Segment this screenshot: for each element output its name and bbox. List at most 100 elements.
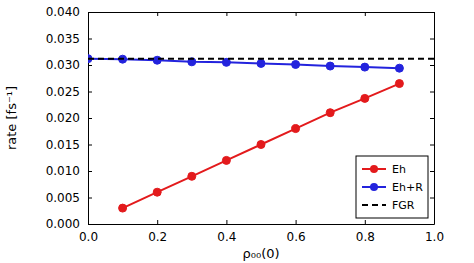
- x-tick-mark: [296, 220, 297, 224]
- x-tick-label: 0.6: [287, 230, 306, 244]
- y-tick: [430, 39, 434, 40]
- y-tick: 0.020: [46, 111, 92, 125]
- y-tick-label: 0.005: [46, 191, 80, 205]
- y-tick: 0.040: [46, 5, 92, 19]
- series-point: [222, 156, 230, 164]
- y-tick: [430, 12, 434, 13]
- x-tick: [88, 12, 89, 16]
- x-tick-label: 0.2: [148, 230, 167, 244]
- y-tick-label: 0.015: [46, 138, 80, 152]
- legend-label: Eh+R: [392, 181, 423, 194]
- x-tick-label: 0.4: [217, 230, 236, 244]
- series-point: [119, 204, 127, 212]
- x-tick-label: 0.8: [356, 230, 375, 244]
- series-point: [257, 59, 265, 67]
- x-tick: 0.6: [287, 220, 306, 244]
- x-axis-top: [89, 12, 435, 16]
- frame-top: [89, 12, 435, 13]
- frame-right: [434, 13, 435, 225]
- y-tick: 0.000: [46, 217, 92, 231]
- x-tick-mark: [226, 12, 227, 16]
- x-tick-mark: [365, 12, 366, 16]
- y-tick: [430, 171, 434, 172]
- x-tick: [157, 12, 158, 16]
- legend-entry: FGR: [362, 199, 415, 212]
- series-line: [88, 58, 434, 60]
- y-tick-label: 0.030: [46, 58, 80, 72]
- y-tick-mark: [430, 145, 434, 146]
- y-tick: 0.005: [46, 191, 92, 205]
- chart: 0.00.20.40.60.81.00.0000.0050.0100.0150.…: [0, 0, 474, 263]
- legend-marker: [370, 183, 378, 191]
- y-tick: 0.025: [46, 85, 92, 99]
- y-tick-mark: [88, 65, 92, 66]
- legend-label: FGR: [392, 199, 415, 212]
- y-axis-right: [430, 13, 435, 225]
- y-axis-title: rate [fs⁻¹]: [4, 86, 19, 150]
- legend-label: Eh: [392, 163, 406, 176]
- y-tick-mark: [430, 92, 434, 93]
- series-point: [153, 56, 161, 64]
- y-tick-label: 0.040: [46, 5, 80, 19]
- x-tick-mark: [296, 12, 297, 16]
- legend-entry: Eh+R: [362, 181, 423, 194]
- x-tick: [226, 12, 227, 16]
- series-point: [292, 60, 300, 68]
- y-tick-mark: [430, 171, 434, 172]
- x-tick-mark: [226, 220, 227, 224]
- y-tick: [430, 65, 434, 66]
- x-axis-line: [89, 224, 435, 225]
- y-tick-mark: [430, 224, 434, 225]
- series-point: [395, 80, 403, 88]
- y-tick-mark: [430, 65, 434, 66]
- y-tick-label: 0.025: [46, 85, 80, 99]
- y-tick-mark: [430, 118, 434, 119]
- y-tick-mark: [88, 92, 92, 93]
- series-point: [153, 188, 161, 196]
- series-point: [361, 63, 369, 71]
- series-point: [257, 141, 265, 149]
- y-tick: 0.010: [46, 164, 92, 178]
- legend-marker: [370, 165, 378, 173]
- x-tick: 0.2: [148, 220, 167, 244]
- x-axis-title: ρ₀₀(0): [242, 246, 279, 261]
- y-tick-label: 0.010: [46, 164, 80, 178]
- x-axis: 0.00.20.40.60.81.0: [79, 220, 444, 244]
- legend: Eh Eh+R FGR: [356, 156, 428, 218]
- y-tick-mark: [430, 198, 434, 199]
- series-point: [188, 172, 196, 180]
- y-tick: [430, 224, 434, 225]
- y-tick-label: 0.035: [46, 32, 80, 46]
- x-tick-mark: [157, 220, 158, 224]
- y-tick-mark: [88, 224, 92, 225]
- x-tick: 0.8: [356, 220, 375, 244]
- series-point: [326, 109, 334, 117]
- plot: 0.00.20.40.60.81.00.0000.0050.0100.0150.…: [46, 5, 444, 243]
- y-tick-label: 0.000: [46, 217, 80, 231]
- y-tick-label: 0.020: [46, 111, 80, 125]
- x-tick-mark: [88, 12, 89, 16]
- y-tick-mark: [430, 39, 434, 40]
- y-tick: 0.030: [46, 58, 92, 72]
- y-tick: 0.035: [46, 32, 92, 46]
- y-tick-mark: [88, 118, 92, 119]
- y-axis: 0.000 0.005 0.010 0.015 0.020 0.025 0.030 0.035…: [46, 5, 92, 231]
- y-tick-mark: [88, 198, 92, 199]
- x-tick: [296, 12, 297, 16]
- series-point: [361, 94, 369, 102]
- x-tick-mark: [157, 12, 158, 16]
- y-tick-mark: [88, 171, 92, 172]
- legend-swatch: [362, 204, 386, 206]
- series-line: [88, 59, 399, 69]
- x-tick: 0.4: [217, 220, 236, 244]
- x-tick: [365, 12, 366, 16]
- y-tick-mark: [430, 12, 434, 13]
- y-tick-mark: [88, 145, 92, 146]
- x-tick-mark: [365, 220, 366, 224]
- y-tick: [430, 145, 434, 146]
- y-tick: [430, 118, 434, 119]
- y-tick-mark: [88, 39, 92, 40]
- legend-box: [356, 156, 428, 218]
- y-tick: [430, 198, 434, 199]
- x-tick-label: 0.0: [79, 230, 98, 244]
